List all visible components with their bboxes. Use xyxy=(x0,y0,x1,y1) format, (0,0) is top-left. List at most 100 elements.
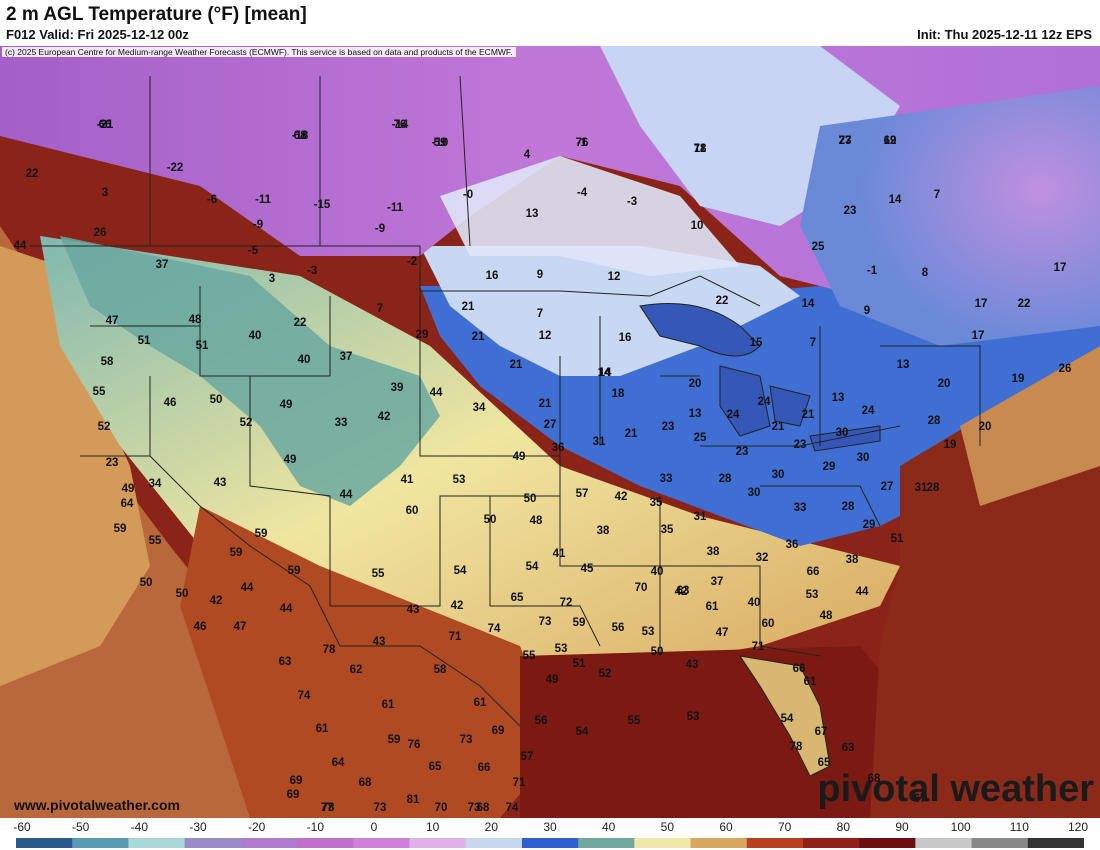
temperature-label: 59 xyxy=(573,617,586,629)
temperature-label: 31 xyxy=(694,511,707,523)
temperature-label: 14 xyxy=(598,367,611,379)
northern-band-field xyxy=(440,156,740,276)
colorbar-segment xyxy=(802,838,860,848)
temperature-label: 29 xyxy=(823,461,836,473)
temperature-label: 46 xyxy=(164,397,177,409)
temperature-label: 30 xyxy=(772,469,785,481)
temperature-label: 24 xyxy=(727,409,740,421)
temperature-label: 27 xyxy=(544,419,557,431)
temperature-label: 9 xyxy=(537,269,543,281)
temperature-label: 9 xyxy=(864,305,870,317)
temperature-label: 50 xyxy=(140,577,153,589)
temperature-label: 70 xyxy=(635,582,648,594)
atlantic-tan-field xyxy=(960,346,1100,506)
temperature-label: 52 xyxy=(98,421,111,433)
temperature-label: 53 xyxy=(453,474,466,486)
temperature-label: 59 xyxy=(288,565,301,577)
temperature-label: 43 xyxy=(373,636,386,648)
temperature-label: 40 xyxy=(651,566,664,578)
temperature-label: 22 xyxy=(716,295,729,307)
temperature-label: -10 xyxy=(432,137,449,149)
temperature-label: 57 xyxy=(521,751,534,763)
temperature-label: 46 xyxy=(194,621,207,633)
temperature-label: 65 xyxy=(429,761,442,773)
temperature-label: 13 xyxy=(897,359,910,371)
colorbar-tick-2: -40 xyxy=(130,820,148,834)
temperature-label: 60 xyxy=(762,618,775,630)
temperature-label: 19 xyxy=(884,135,897,147)
temperature-label: 13 xyxy=(832,392,845,404)
temperature-label: 55 xyxy=(628,715,641,727)
temperature-label: 54 xyxy=(781,713,794,725)
temperature-label: 67 xyxy=(914,793,927,805)
temperature-label: -9 xyxy=(375,223,385,235)
temperature-label: 53 xyxy=(642,626,655,638)
temperature-label: 58 xyxy=(434,664,447,676)
temperature-label: 42 xyxy=(378,411,391,423)
header: 2 m AGL Temperature (°F) [mean] F012 Val… xyxy=(0,0,1100,46)
temperature-label: 30 xyxy=(836,427,849,439)
temperature-label: -22 xyxy=(167,162,184,174)
colorbar-tick-labels: -60 -50 -40 -30 -20 -10 0 10 20 30 40 50 60 70 80 90 100… xyxy=(0,818,1100,836)
temperature-label: -6 xyxy=(207,194,217,206)
colorbar-segment xyxy=(184,838,242,848)
temperature-label: 17 xyxy=(1054,262,1067,274)
temperature-label: 15 xyxy=(750,337,763,349)
temperature-label: -18 xyxy=(292,130,309,142)
temperature-label: -1 xyxy=(577,137,588,149)
temperature-label: 43 xyxy=(686,659,699,671)
temperature-label: 76 xyxy=(394,119,407,131)
temperature-label: 20 xyxy=(689,378,702,390)
valid-time: F012 Valid: Fri 2025-12-12 00z xyxy=(6,27,189,42)
pacific-tan-field xyxy=(0,246,150,686)
temperature-label: 4 xyxy=(524,149,531,161)
colorbar-tick-5: -10 xyxy=(306,820,324,834)
temperature-label: 56 xyxy=(612,622,625,634)
temperature-label: 12 xyxy=(539,330,552,342)
temperature-label: 59 xyxy=(255,528,268,540)
temperature-label: 16 xyxy=(486,270,499,282)
colorbar-segment xyxy=(128,838,186,848)
temperature-label: 7 xyxy=(934,189,940,201)
temperature-label: 33 xyxy=(335,417,348,429)
colorbar-segment xyxy=(915,838,973,848)
temperature-label: 34 xyxy=(149,478,162,490)
temperature-label: 76 xyxy=(576,137,589,149)
temperature-label: 50 xyxy=(176,588,189,600)
temperature-label: 8 xyxy=(922,267,929,279)
colorbar-segment xyxy=(690,838,748,848)
temperature-label: 44 xyxy=(340,489,353,501)
temperature-label: 51 xyxy=(573,658,586,670)
temperature-label: 47 xyxy=(106,315,119,327)
temperature-label: 22 xyxy=(26,168,39,180)
temperature-label: 53 xyxy=(806,589,819,601)
temperature-label: 40 xyxy=(249,330,262,342)
temperature-label: 74 xyxy=(506,802,519,814)
colorbar-segment xyxy=(72,838,129,848)
temperature-label: 14 xyxy=(599,367,612,379)
temperature-label: 21 xyxy=(472,331,485,343)
temperature-label: 51 xyxy=(138,335,151,347)
temperature-label: 56 xyxy=(535,715,548,727)
temperature-label: 47 xyxy=(234,621,247,633)
temperature-label: 61 xyxy=(706,601,719,613)
colorbar-tick-10: 40 xyxy=(601,820,616,834)
temperature-label: 19 xyxy=(1012,373,1025,385)
temperature-label: 7 xyxy=(810,337,816,349)
temperature-label: 42 xyxy=(675,586,688,598)
temperature-label: 50 xyxy=(484,514,497,526)
temperature-label: 7 xyxy=(537,308,543,320)
temperature-label: 30 xyxy=(748,487,761,499)
temperature-label: 58 xyxy=(101,356,114,368)
temperature-label: 40 xyxy=(748,597,761,609)
site-url-link[interactable]: www.pivotalweather.com xyxy=(14,797,180,813)
temperature-label: 61 xyxy=(474,697,487,709)
temperature-label: 44 xyxy=(280,603,293,615)
temperature-label: 14 xyxy=(802,298,815,310)
colorbar-segment xyxy=(16,838,73,848)
temperature-label: -3 xyxy=(627,196,637,208)
temperature-label: 21 xyxy=(802,409,815,421)
temperature-label: 78 xyxy=(790,741,803,753)
temperature-label: 14 xyxy=(889,194,902,206)
temperature-label: 30 xyxy=(857,452,870,464)
